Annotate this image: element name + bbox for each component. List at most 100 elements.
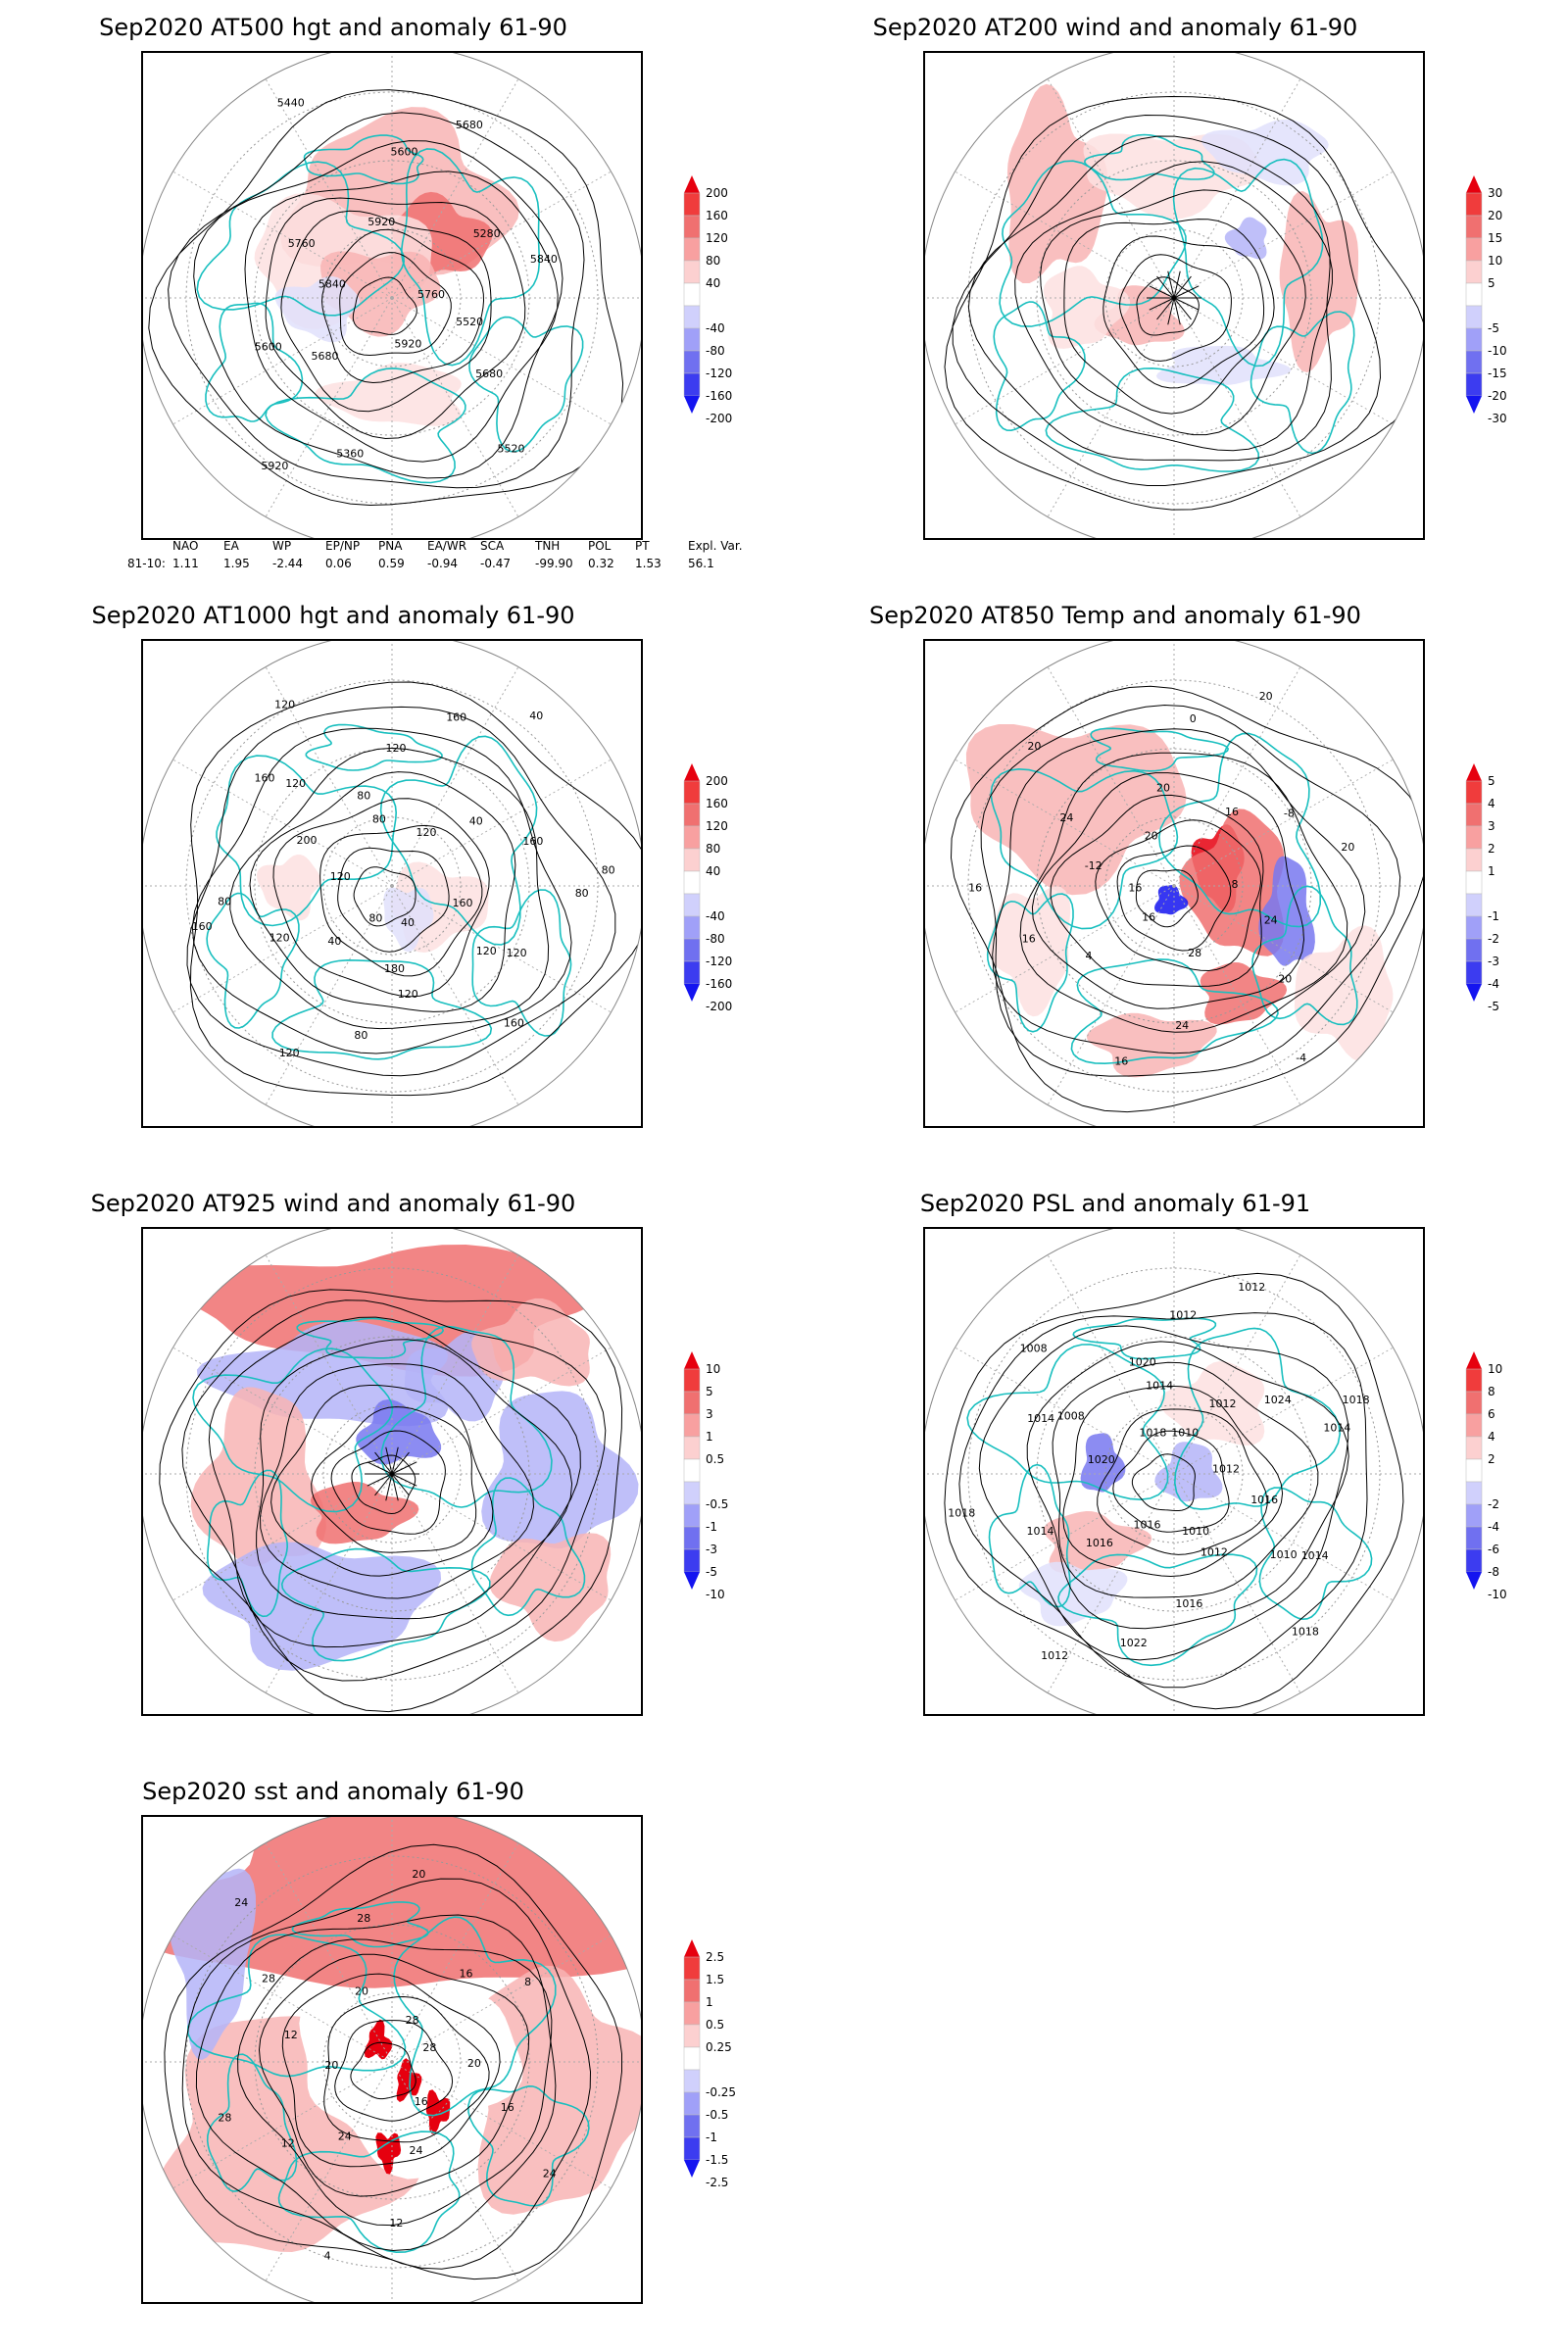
panel-title: Sep2020 AT1000 hgt and anomaly 61-90 [91,602,575,629]
contour-label: 20 [1145,829,1158,842]
anomaly-patch [383,887,434,953]
colorbar-graphic: 2.5 1.5 1 0.5 0.25 -0.25 -0.5 -1 -1.5 -2.5 [683,1939,736,2189]
contour-line [1019,752,1348,1033]
coastline [280,1547,491,1662]
contour-line [237,1938,553,2227]
colorbar-swatch [1465,1458,1483,1483]
colorbar-swatch [1465,1481,1483,1505]
contour-label: 16 [415,2095,428,2108]
streamline [1156,275,1175,299]
coastline [470,1477,586,1617]
colorbar: 30 20 15 10 5 -5 -10 -15 -20 -30 [1462,173,1531,452]
colorbar-swatch [1465,350,1483,374]
contour-label: 5760 [417,288,445,301]
colorbar-swatch [683,237,701,262]
contour-label: 20 [1278,972,1292,985]
anomaly-patch [1159,1361,1265,1446]
coastline [205,302,304,422]
colorbar-swatch [683,938,701,962]
colorbar-label: -4 [1488,1520,1499,1534]
contour-line [1050,794,1264,987]
colorbar-label: -2 [1488,1497,1499,1511]
colorbar-swatch [1465,372,1483,397]
streamline [1173,297,1181,325]
contour-label: 1012 [1209,1397,1237,1410]
colorbar-label: 80 [706,254,720,268]
contour-label: 16 [1114,1054,1128,1067]
meridian-line [172,297,393,425]
colorbar-arrow-top [684,1939,700,1957]
contour-label: 16 [501,2101,514,2114]
colorbar-label: -4 [1488,977,1499,991]
colorbar-label: 10 [706,1362,720,1376]
colorbar-label: 200 [706,774,728,788]
index-value: -2.44 [272,557,304,570]
colorbar: 200 160 120 80 40 -40 -80 -120 -160 -200 [680,761,749,1040]
colorbar-swatch [683,2001,701,2026]
colorbar-arrow-top [1466,175,1482,193]
coastline [1045,367,1260,472]
contour-line [189,681,641,1097]
colorbar-label: -1 [706,2131,717,2144]
colorbar-swatch [683,1548,701,1573]
map-frame: 80 80 120 160 120 120 160 80 40 120 160 120 40 80 120 1… [141,639,643,1128]
colorbar-graphic: 10 5 3 1 0.5 -0.5 -1 -3 -5 -10 [683,1351,728,1601]
colorbar-graphic: 200 160 120 80 40 -40 -80 -120 -160 -200 [683,763,732,1013]
contour-line [244,171,559,463]
anomaly-patch [202,1542,442,1671]
colorbar-label: 4 [1488,1430,1495,1444]
colorbar-swatch [1465,1391,1483,1415]
contour-label: 1012 [1212,1463,1240,1476]
colorbar-label: -3 [1488,955,1499,968]
meridian-line [391,666,519,887]
colorbar-label: 1 [1488,864,1495,878]
colorbar-graphic: 10 8 6 4 2 -2 -4 -6 -8 -10 [1465,1351,1507,1601]
index-value: 56.1 [688,557,714,570]
colorbar-swatch [683,1458,701,1483]
contour-label: 120 [386,742,407,755]
contour-label: 24 [1059,811,1073,824]
contour-label: 5840 [530,253,558,266]
streamline [367,1473,393,1487]
colorbar-label: -160 [706,389,732,403]
index-value: -99.90 [535,557,573,570]
contour-label: 1012 [1169,1308,1197,1321]
contour-line [1102,235,1265,389]
streamline [1173,285,1200,299]
contour-line [992,728,1366,1054]
meridian-line [1173,885,1301,1105]
contour-label: 20 [324,2059,338,2072]
colorbar-swatch [683,192,701,217]
index-header: SCA [480,539,505,553]
meridian-line [391,2061,519,2281]
streamline [1173,297,1192,320]
colorbar-label: 120 [706,231,728,245]
colorbar-swatch [683,2024,701,2048]
streamline [391,1473,410,1496]
contour-line [181,1299,607,1682]
contour-line [337,847,450,953]
colorbar-label: -120 [706,367,732,380]
colorbar-label: -8 [1488,1565,1499,1579]
contour-label: 160 [255,772,275,785]
colorbar-label: -40 [706,321,725,335]
meridian-line [1047,885,1175,1105]
colorbar-swatch [683,848,701,872]
meridian-line [1173,1473,1301,1693]
colorbar-arrow-top [684,1351,700,1369]
polar-map: 1010 1012 1014 1018 1016 1020 1014 1018 1012 1016… [925,1229,1423,1714]
colorbar-swatch [683,1526,701,1550]
colorbar-swatch [683,1368,701,1393]
contour-line [980,704,1401,1077]
contour-label: 16 [1142,911,1155,924]
colorbar-label: 30 [1488,186,1502,200]
colorbar-swatch [683,825,701,850]
colorbar-swatch [683,1436,701,1460]
contour-line [978,1325,1349,1661]
coastline [196,161,406,317]
contour-line [148,89,624,507]
contour-label: 5360 [336,448,364,461]
contour-label: 16 [1022,933,1036,946]
contour-line [944,95,1423,511]
panel-title: Sep2020 sst and anomaly 61-90 [142,1778,524,1805]
